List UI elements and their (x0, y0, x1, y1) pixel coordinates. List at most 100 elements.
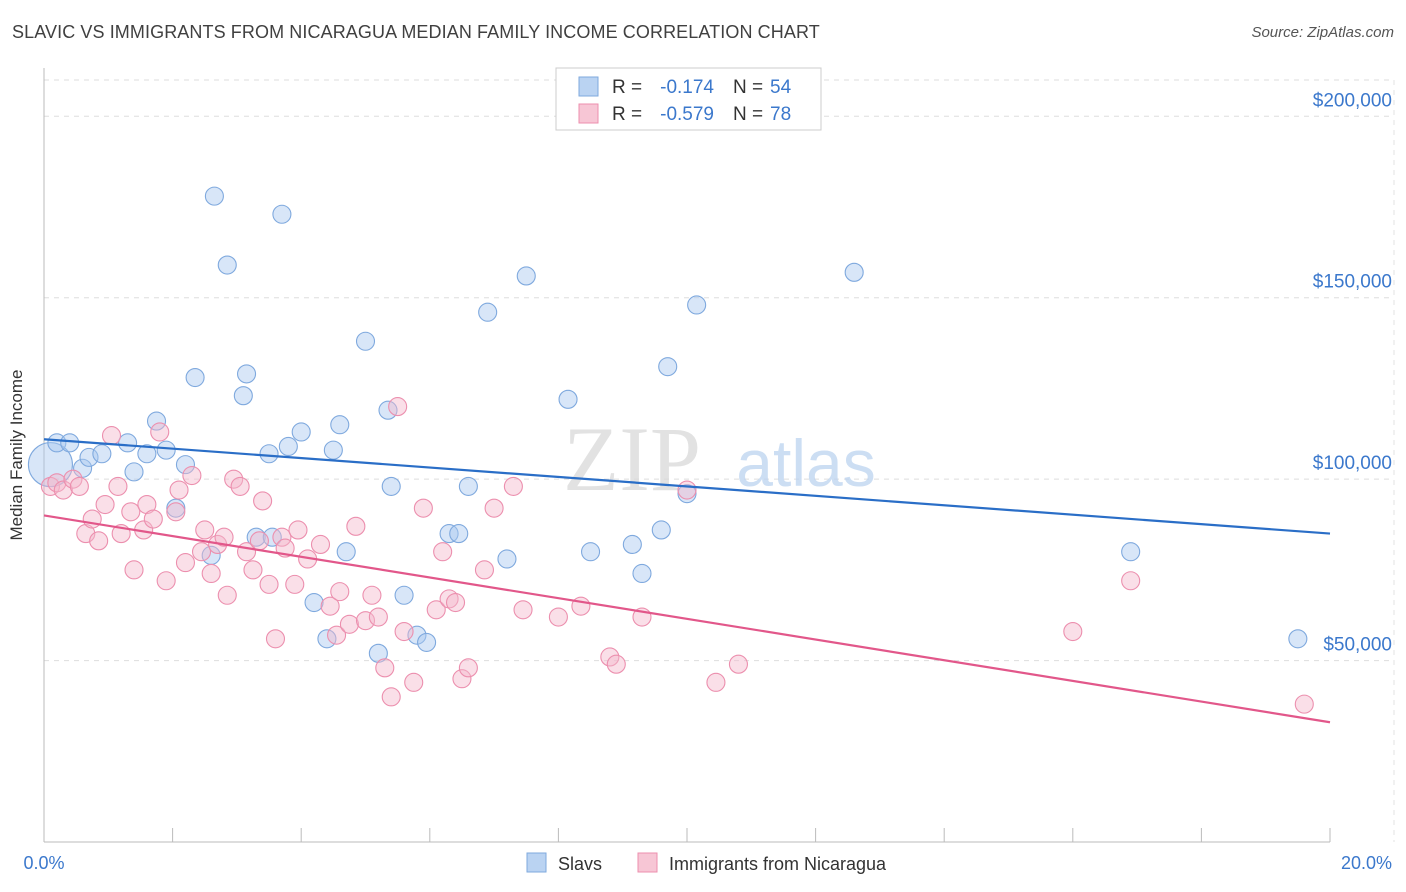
series-1-point-62 (458, 658, 478, 678)
series-0-point-15 (204, 186, 224, 206)
series-0-point-27 (330, 415, 350, 435)
y-tick-label-3: $200,000 (1313, 90, 1392, 111)
series-1-point-2 (53, 480, 73, 500)
series-0-point-31 (378, 400, 398, 420)
series-0-point-18 (236, 364, 257, 384)
series-0-point-41 (516, 266, 536, 286)
series-1-point-46 (339, 614, 359, 634)
series-0-point-16 (217, 255, 237, 275)
source-credit: Source: ZipAtlas.com (1251, 24, 1394, 41)
series-1-point-1 (47, 473, 67, 493)
series-1-point-77 (1294, 694, 1314, 714)
series-1-point-50 (368, 607, 388, 627)
series-0-point-49 (687, 295, 707, 315)
series-0-point-10 (156, 440, 176, 460)
series-1-point-57 (426, 600, 446, 620)
series-1-point-8 (95, 494, 115, 515)
series-1-point-23 (191, 542, 212, 562)
series-1-point-76 (1121, 571, 1141, 591)
series-1-point-75 (1063, 621, 1083, 642)
stats-box: R = -0.174 N = 54 R = -0.579 N = 78 (555, 67, 822, 131)
series-1-point-51 (375, 658, 395, 678)
series-1-point-56 (413, 498, 433, 518)
stats-n-label-0: N = (733, 77, 763, 98)
series-1-point-21 (175, 553, 196, 573)
stats-box-frame (555, 67, 822, 131)
series-1-point-58 (433, 542, 453, 562)
series-1-point-9 (101, 426, 122, 446)
series-0-point-6 (118, 433, 138, 453)
series-0-point-52 (1288, 629, 1308, 649)
series-0-point-36 (439, 524, 459, 544)
series-1-point-43 (320, 596, 340, 616)
series-0-point-34 (407, 625, 427, 645)
series-0-point-4 (79, 447, 99, 467)
legend: Slavs Immigrants from Nicaragua (526, 852, 887, 874)
series-0-point-25 (317, 629, 337, 649)
series-1-point-49 (362, 585, 382, 605)
series-1-point-30 (230, 476, 250, 496)
series-0-points (27, 186, 1308, 663)
series-0-point-22 (278, 436, 298, 457)
series-1-point-42 (310, 534, 331, 555)
series-1-point-16 (143, 509, 163, 529)
series-0-point-44 (622, 534, 642, 555)
series-0-point-38 (458, 476, 478, 496)
series-1-point-39 (285, 574, 305, 594)
x-tick-label-0: 0.0% (23, 853, 64, 873)
series-0-point-20 (259, 444, 279, 464)
trend-layer (43, 438, 1331, 724)
trend-line-1 (43, 514, 1331, 724)
series-1-point-53 (388, 397, 408, 417)
series-0-point-9 (146, 411, 167, 431)
series-0-point-46 (651, 520, 671, 540)
series-1-point-66 (513, 600, 533, 620)
series-1-point-24 (195, 520, 215, 540)
series-1-point-54 (394, 621, 414, 642)
stats-r-value-0: -0.174 (660, 77, 714, 98)
series-1-point-70 (606, 654, 626, 674)
stats-n-value-0: 54 (770, 77, 792, 98)
x-tick-label-1: 20.0% (1341, 853, 1392, 873)
series-0-point-12 (175, 455, 196, 475)
series-1-point-17 (150, 422, 170, 442)
series-1-point-13 (124, 560, 144, 580)
chart-title: SLAVIC VS IMMIGRANTS FROM NICARAGUA MEDI… (12, 22, 820, 42)
series-0-point-47 (658, 357, 678, 377)
series-0-point-33 (394, 585, 414, 605)
series-0-point-26 (323, 440, 343, 460)
tick-labels: $50,000 $100,000 $150,000 $200,000 0.0% 20.0% (23, 90, 1392, 873)
series-0-point-39 (478, 302, 498, 322)
series-layer (27, 186, 1314, 714)
series-0-point-42 (558, 389, 578, 409)
axes (43, 68, 1331, 843)
series-1-point-59 (439, 589, 459, 609)
series-0-point-5 (92, 444, 112, 464)
series-1-point-3 (63, 469, 83, 489)
series-0-point-45 (632, 563, 652, 584)
series-1-point-4 (69, 476, 89, 496)
series-0-point-51 (1121, 542, 1141, 562)
stats-swatch-1 (578, 103, 599, 124)
stats-n-label-1: N = (733, 104, 763, 125)
series-1-point-63 (474, 560, 495, 580)
series-0-point-24 (304, 592, 324, 613)
trend-line-0 (43, 438, 1331, 535)
watermark-atlas: atlas (736, 426, 875, 500)
series-1-point-73 (706, 672, 726, 692)
series-0-point-23 (291, 422, 311, 442)
y-tick-label-2: $150,000 (1313, 272, 1392, 293)
series-1-point-10 (108, 476, 128, 496)
y-tick-label-1: $100,000 (1313, 453, 1392, 474)
series-1-point-6 (82, 509, 102, 529)
series-0-point-21 (272, 204, 292, 224)
series-1-point-35 (259, 574, 279, 594)
series-1-point-44 (327, 625, 347, 645)
stats-r-label-0: R = (612, 77, 642, 98)
series-1-point-22 (182, 465, 202, 486)
series-1-point-34 (253, 491, 273, 511)
series-1-point-7 (89, 531, 109, 551)
series-0-point-43 (580, 542, 601, 562)
series-1-point-20 (169, 480, 189, 500)
